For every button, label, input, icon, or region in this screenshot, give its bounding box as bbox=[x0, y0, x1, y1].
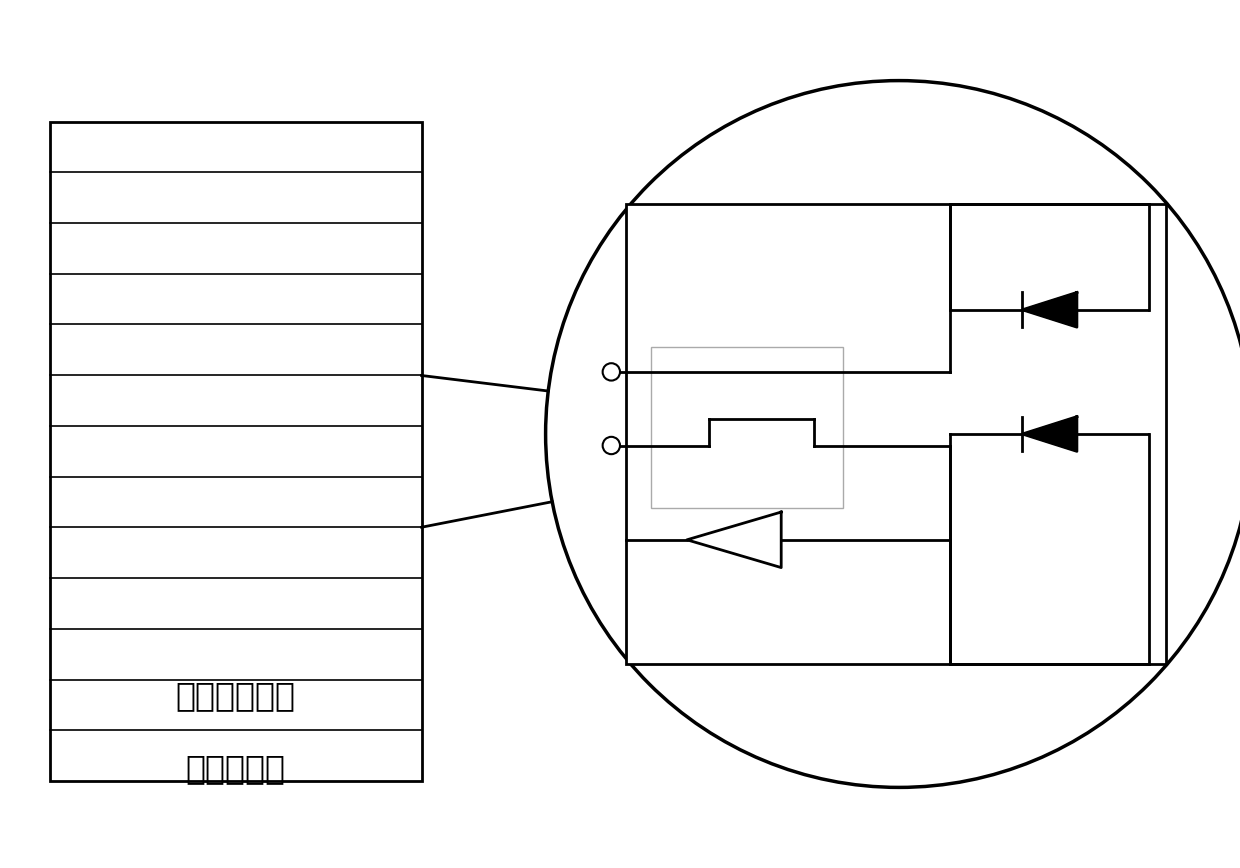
Polygon shape bbox=[1022, 417, 1076, 451]
Bar bbox=[626, 204, 1166, 664]
Polygon shape bbox=[687, 512, 781, 568]
Text: 可拆卸辐射强: 可拆卸辐射强 bbox=[176, 679, 295, 712]
Ellipse shape bbox=[546, 81, 1240, 787]
Polygon shape bbox=[1022, 293, 1076, 327]
Bar bbox=[50, 122, 422, 781]
Bar bbox=[651, 347, 843, 508]
Ellipse shape bbox=[603, 437, 620, 454]
Text: 度探测阵列: 度探测阵列 bbox=[186, 753, 285, 786]
Ellipse shape bbox=[603, 363, 620, 380]
